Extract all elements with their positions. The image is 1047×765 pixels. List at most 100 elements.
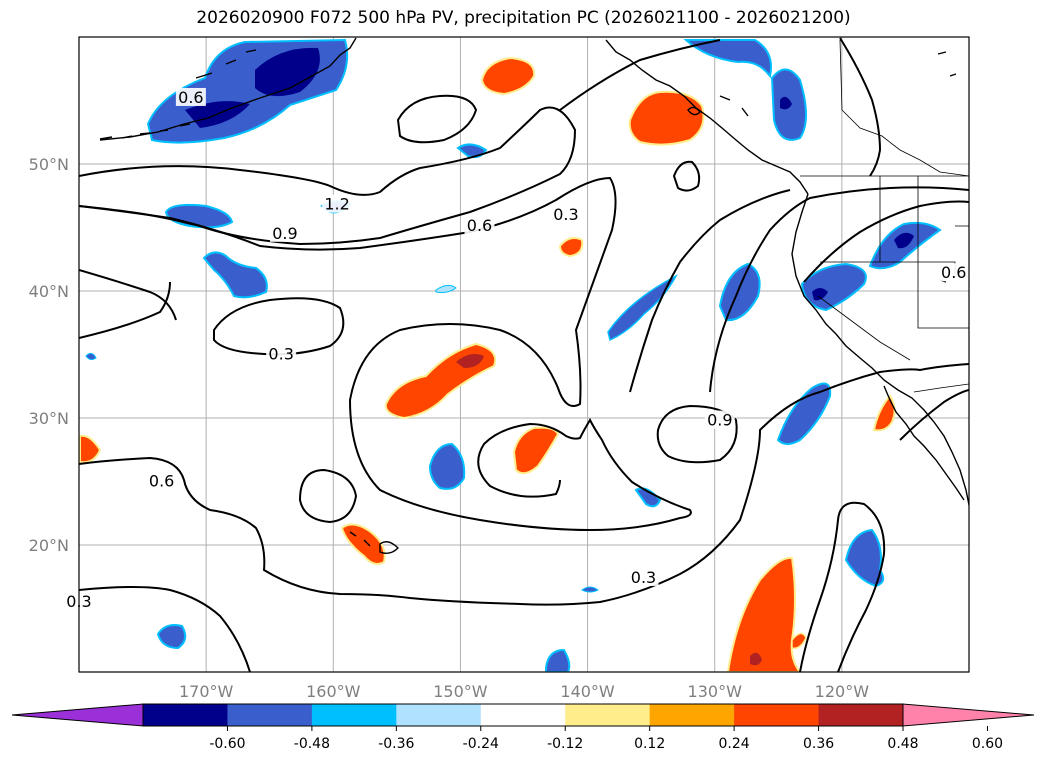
- contour-label: 0.6: [941, 263, 966, 282]
- precip-negative-area: [776, 382, 832, 445]
- pv-contour-line: [79, 281, 171, 339]
- contour-label: 0.3: [553, 205, 578, 224]
- latitude-tick-labels: 20°N 30°N 40°N 50°N: [29, 155, 69, 555]
- colorbar-segment: [734, 704, 820, 726]
- colorbar-segment: [143, 704, 228, 726]
- precip-positive-area: [340, 523, 386, 565]
- lat-tick-label: 30°N: [29, 409, 69, 428]
- pv-contour-line: [899, 389, 969, 441]
- precip-negative-core: [780, 96, 792, 110]
- contour-label: 0.6: [149, 472, 174, 491]
- pv-contour-line: [803, 200, 969, 283]
- contour-label: 0.9: [707, 411, 732, 430]
- contour-label-bg: [628, 568, 659, 587]
- border-alaska-canada: [839, 39, 969, 177]
- pv-contour-line: [629, 189, 791, 393]
- lon-tick-label: 140°W: [560, 682, 615, 701]
- precip-negative-area: [202, 251, 268, 299]
- coastline-alaska: [99, 37, 357, 141]
- pv-contour-labels: 0.61.20.9 0.60.30.30.60.90.60.30.3: [64, 87, 969, 611]
- lat-tick-label: 40°N: [29, 282, 69, 301]
- precip-negative-area: [164, 203, 234, 229]
- contour-label-bg: [704, 410, 735, 429]
- lon-tick-label: 160°W: [306, 682, 361, 701]
- contour-label-bg: [938, 263, 969, 282]
- pv-contour-line: [79, 586, 251, 672]
- island: [719, 95, 749, 117]
- colorbar-segment: [480, 704, 566, 726]
- border-states: [817, 176, 969, 361]
- precip-negative-core: [812, 288, 828, 301]
- map-frame: [78, 36, 970, 673]
- precip-positive-area: [628, 90, 705, 146]
- pv-contour-line: [672, 160, 701, 192]
- precip-negative-area: [85, 352, 97, 361]
- coastlines: [99, 37, 969, 555]
- precip-negative-area: [435, 284, 457, 293]
- pv-contour-line: [298, 468, 358, 524]
- colorbar-tick-label: 0.36: [803, 736, 834, 752]
- precip-positive-area: [79, 434, 102, 464]
- chart-title: 2026020900 F072 500 hPa PV, precipitatio…: [196, 8, 851, 28]
- colorbar-tick-label: -0.12: [547, 736, 583, 752]
- colorbar-tick-label: 0.24: [719, 736, 750, 752]
- pv-contour-line: [709, 186, 969, 393]
- island: [687, 106, 701, 116]
- precip-negative-area: [156, 624, 187, 650]
- colorbar-segment: [227, 704, 313, 726]
- precip-positive-area: [726, 556, 802, 672]
- precip-negative-core: [255, 47, 320, 97]
- contour-label: 0.9: [272, 224, 297, 243]
- precip-negative-area: [683, 39, 772, 79]
- coastline-baja: [883, 385, 965, 501]
- precip-positive-area: [791, 632, 807, 650]
- colorbar-segment: [649, 704, 735, 726]
- colorbar-tick-label: 0.60: [972, 736, 1003, 752]
- precip-negative-area: [428, 442, 466, 490]
- longitude-tick-labels: 170°W 160°W 150°W 140°W 130°W 120°W: [179, 682, 869, 701]
- contour-label-bg: [269, 223, 300, 242]
- contour-label: 0.6: [178, 88, 203, 107]
- coastline-northwest: [605, 39, 809, 195]
- contour-label: 0.3: [268, 345, 293, 364]
- precip-positive-core: [750, 652, 762, 666]
- lon-tick-label: 150°W: [433, 682, 488, 701]
- precip-negative-area: [545, 648, 571, 672]
- contour-label-bg: [550, 204, 581, 223]
- contour-label: 0.3: [631, 568, 656, 587]
- border-us-mexico: [913, 383, 969, 393]
- coastline-aleutian-islands: [99, 49, 257, 140]
- island: [937, 51, 957, 283]
- precip-negative-area: [581, 586, 599, 593]
- precipitation-shading: [79, 38, 942, 672]
- colorbar-tick-label: -0.24: [463, 736, 499, 752]
- precip-positive-core: [456, 354, 484, 368]
- pv-contour-line: [79, 363, 969, 606]
- contour-label-bg: [322, 194, 353, 213]
- colorbar-segment: [565, 704, 651, 726]
- lat-tick-label: 20°N: [29, 536, 69, 555]
- precip-positive-area: [558, 237, 584, 258]
- island: [379, 541, 399, 555]
- colorbar-segment: [818, 704, 904, 726]
- colorbar-outline: [142, 703, 904, 727]
- political-borders: [800, 39, 969, 393]
- lat-tick-label: 50°N: [29, 155, 69, 174]
- contour-label: 0.6: [467, 216, 492, 235]
- lon-tick-label: 130°W: [688, 682, 743, 701]
- precip-negative-core: [894, 232, 914, 249]
- contour-label-bg: [146, 471, 177, 490]
- map-gridlines: [79, 37, 969, 672]
- contour-label-bg: [266, 344, 297, 363]
- colorbar: -0.60 -0.48 -0.36 -0.24 -0.12 0.12 0.24 0.36 0.4…: [11, 703, 1035, 752]
- lon-tick-label: 120°W: [815, 682, 870, 701]
- colorbar-tick-label: -0.36: [378, 736, 414, 752]
- lon-tick-label: 170°W: [179, 682, 234, 701]
- colorbar-segment: [396, 704, 482, 726]
- contour-label-bg: [464, 216, 495, 235]
- colorbar-tick-label: -0.60: [209, 736, 245, 752]
- pv-contour-line: [396, 94, 478, 144]
- colorbar-tick-label: 0.48: [887, 736, 918, 752]
- colorbar-extend-min: [11, 703, 144, 727]
